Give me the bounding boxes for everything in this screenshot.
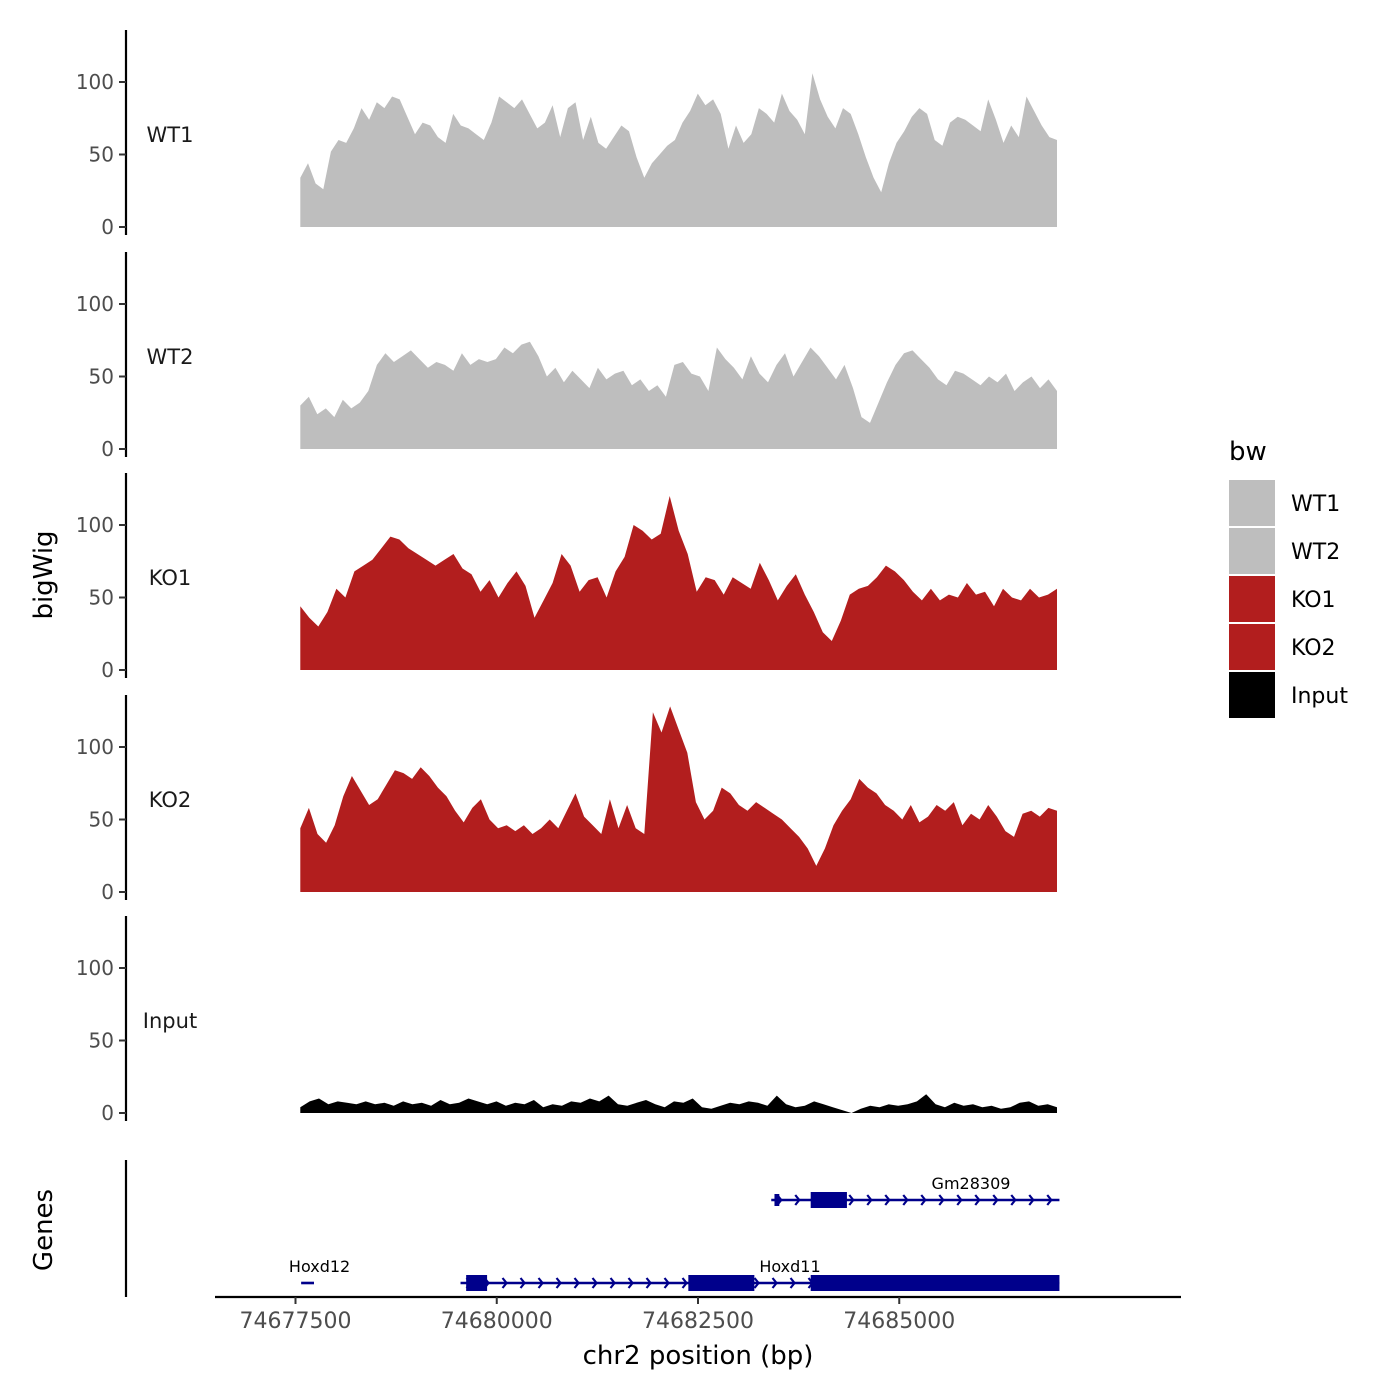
gene-label-hoxd12: Hoxd12 <box>289 1257 350 1276</box>
gene-label-hoxd11: Hoxd11 <box>759 1257 820 1276</box>
y-tick-label: 0 <box>101 658 114 682</box>
strand-arrow <box>789 1277 796 1289</box>
strand-arrow <box>555 1277 562 1289</box>
legend-item-input: Input <box>1229 672 1348 718</box>
strand-arrow <box>573 1277 580 1289</box>
y-tick-label: 50 <box>89 808 114 832</box>
x-axis: 74677500 74680000 74682500 74685000 <box>215 1295 1181 1334</box>
strand-arrow <box>537 1277 544 1289</box>
signal-area-ko1 <box>300 496 1057 670</box>
y-tick-label: 0 <box>101 437 114 461</box>
exon <box>774 1194 780 1206</box>
track-label-input: Input <box>143 1009 197 1033</box>
y-tick-label: 100 <box>76 735 114 759</box>
strand-arrow <box>920 1194 927 1206</box>
track-ko1: 0 50 100 KO1 <box>76 473 1057 682</box>
legend-label: KO1 <box>1291 588 1336 613</box>
gene-hoxd12: Hoxd12 <box>289 1257 350 1285</box>
exon <box>688 1275 755 1291</box>
x-tick-label: 74682500 <box>642 1309 754 1334</box>
strand-arrow <box>681 1277 688 1289</box>
strand-arrow <box>609 1277 616 1289</box>
y-tick-label: 50 <box>89 143 114 167</box>
y-tick-label: 100 <box>76 956 114 980</box>
strand-arrow <box>902 1194 909 1206</box>
y-tick-label: 50 <box>89 1029 114 1053</box>
legend-item-ko1: KO1 <box>1229 576 1336 622</box>
strand-arrow <box>956 1194 963 1206</box>
exon <box>810 1192 847 1208</box>
x-axis-title: chr2 position (bp) <box>583 1341 814 1371</box>
strand-arrow <box>663 1277 670 1289</box>
y-tick-label: 100 <box>76 513 114 537</box>
strand-arrow <box>866 1194 873 1206</box>
track-ko2: 0 50 100 KO2 <box>76 695 1057 904</box>
x-tick-label: 74685000 <box>843 1309 955 1334</box>
exon <box>466 1275 488 1291</box>
legend-item-wt2: WT2 <box>1229 528 1340 574</box>
legend-swatch <box>1229 480 1275 526</box>
strand-arrow <box>519 1277 526 1289</box>
track-label-wt2: WT2 <box>147 345 194 369</box>
track-wt2: 0 50 100 WT2 <box>76 252 1057 461</box>
legend-label: KO2 <box>1291 636 1336 661</box>
y-tick-label: 100 <box>76 292 114 316</box>
y-tick-label: 0 <box>101 215 114 239</box>
track-input: 0 50 100 Input <box>76 916 1057 1125</box>
strand-arrow <box>501 1277 508 1289</box>
genes-axis-title: Genes <box>29 1189 59 1271</box>
legend-swatch <box>1229 672 1275 718</box>
strand-arrow <box>938 1194 945 1206</box>
legend: bw WT1 WT2 KO1 KO2 Input <box>1229 437 1348 718</box>
legend-item-wt1: WT1 <box>1229 480 1340 526</box>
y-axis-title: bigWig <box>29 530 59 619</box>
gene-label-gm28309: Gm28309 <box>932 1174 1011 1193</box>
strand-arrow <box>645 1277 652 1289</box>
strand-arrow <box>884 1194 891 1206</box>
signal-panels: 0 50 100 WT1 0 50 100 WT2 0 50 100 KO1 0 50 100 KO2 0 50 1… <box>76 30 1057 1125</box>
legend-swatch <box>1229 624 1275 670</box>
y-tick-label: 0 <box>101 880 114 904</box>
exon <box>810 1275 1060 1291</box>
genes-panel: Gm28309 Hoxd12 Hoxd11 <box>124 1160 1060 1297</box>
strand-arrow <box>753 1277 760 1289</box>
legend-item-ko2: KO2 <box>1229 624 1336 670</box>
strand-arrow <box>992 1194 999 1206</box>
legend-swatch <box>1229 528 1275 574</box>
track-label-wt1: WT1 <box>147 123 194 147</box>
signal-area-ko2 <box>300 706 1057 892</box>
track-label-ko1: KO1 <box>149 566 192 590</box>
strand-arrow <box>591 1277 598 1289</box>
strand-arrow <box>1046 1194 1053 1206</box>
gene-hoxd11: Hoxd11 <box>460 1257 1060 1291</box>
legend-label: WT1 <box>1291 492 1340 517</box>
strand-arrow <box>1010 1194 1017 1206</box>
track-wt1: 0 50 100 WT1 <box>76 30 1057 239</box>
legend-swatch <box>1229 576 1275 622</box>
signal-area-wt1 <box>300 73 1057 227</box>
signal-area-input <box>300 1094 1057 1113</box>
legend-title: bw <box>1229 437 1267 467</box>
x-tick-label: 74680000 <box>441 1309 553 1334</box>
gene-gm28309: Gm28309 <box>771 1174 1060 1208</box>
strand-arrow <box>627 1277 634 1289</box>
legend-label: WT2 <box>1291 540 1340 565</box>
y-tick-label: 50 <box>89 365 114 389</box>
strand-arrow <box>1028 1194 1035 1206</box>
strand-arrow <box>974 1194 981 1206</box>
x-tick-label: 74677500 <box>240 1309 352 1334</box>
track-label-ko2: KO2 <box>149 788 192 812</box>
y-tick-label: 0 <box>101 1101 114 1125</box>
strand-arrow <box>794 1194 801 1206</box>
strand-arrow <box>848 1194 855 1206</box>
y-tick-label: 100 <box>76 70 114 94</box>
strand-arrow <box>771 1277 778 1289</box>
legend-label: Input <box>1291 684 1348 709</box>
y-tick-label: 50 <box>89 586 114 610</box>
signal-area-wt2 <box>300 341 1057 449</box>
